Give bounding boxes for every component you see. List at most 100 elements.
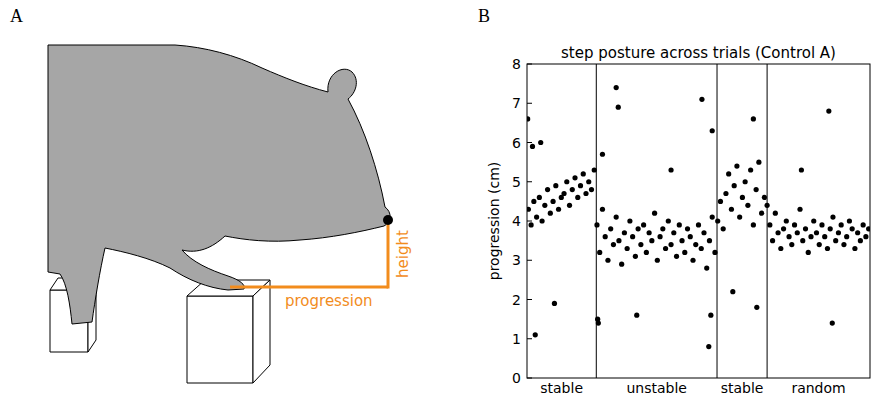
point (572, 175, 577, 180)
point (622, 230, 627, 235)
point (729, 207, 734, 212)
point (833, 238, 838, 243)
point (527, 207, 531, 212)
progression-line (230, 286, 388, 289)
point (553, 183, 558, 188)
point (721, 226, 726, 231)
point (847, 218, 852, 223)
point (781, 226, 786, 231)
point (567, 203, 572, 208)
point (754, 187, 759, 192)
point (538, 140, 543, 145)
chart-title: step posture across trials (Control A) (561, 44, 836, 62)
point (792, 222, 797, 227)
point (679, 238, 684, 243)
point (803, 226, 808, 231)
point (636, 226, 641, 231)
point (826, 109, 831, 114)
point (625, 246, 630, 251)
point (578, 183, 583, 188)
point (770, 238, 775, 243)
point (784, 218, 789, 223)
point (531, 199, 536, 204)
point (583, 191, 588, 196)
animal-silhouette (48, 45, 390, 324)
point (841, 242, 846, 247)
point (795, 230, 800, 235)
section-label: stable (721, 380, 764, 396)
point (552, 301, 557, 306)
point (619, 262, 624, 267)
y-tick (527, 181, 532, 182)
point (830, 214, 835, 219)
point (600, 207, 605, 212)
point (630, 234, 635, 239)
y-tick (527, 103, 532, 104)
point (836, 230, 841, 235)
point (690, 258, 695, 263)
point (710, 128, 715, 133)
point (706, 344, 711, 349)
point (866, 226, 870, 231)
point (778, 246, 783, 251)
point (533, 332, 538, 337)
y-tick-label: 3 (512, 252, 521, 268)
point (561, 191, 566, 196)
point (737, 214, 742, 219)
box (187, 296, 253, 383)
point (550, 199, 555, 204)
point (699, 246, 704, 251)
diagram (48, 45, 393, 383)
point (751, 116, 756, 121)
point (754, 305, 759, 310)
point (668, 242, 673, 247)
point (529, 222, 534, 227)
point (581, 171, 586, 176)
y-tick-label: 4 (512, 213, 521, 229)
point (693, 242, 698, 247)
point (830, 320, 835, 325)
point (730, 289, 735, 294)
points (527, 85, 870, 349)
point (575, 195, 580, 200)
point (765, 203, 770, 208)
point (589, 187, 594, 192)
y-tick-label: 6 (512, 135, 521, 151)
point (800, 238, 805, 243)
height-line (387, 220, 390, 289)
point (614, 214, 619, 219)
point (545, 187, 550, 192)
section-divider (767, 64, 768, 378)
point (647, 230, 652, 235)
point (732, 183, 737, 188)
point (677, 222, 682, 227)
point (701, 230, 706, 235)
point (789, 242, 794, 247)
point (688, 234, 693, 239)
point (539, 218, 544, 223)
point (603, 234, 608, 239)
point (844, 234, 849, 239)
point (666, 218, 671, 223)
point (616, 105, 621, 110)
point (861, 222, 866, 227)
y-tick-label: 1 (512, 331, 521, 347)
point (814, 230, 819, 235)
point (696, 222, 701, 227)
y-tick (527, 338, 532, 339)
point (594, 222, 599, 227)
point (708, 313, 713, 318)
height-label: height (394, 230, 412, 278)
point (850, 226, 855, 231)
point (542, 203, 547, 208)
point (614, 85, 619, 90)
point (806, 250, 811, 255)
panel-label: B (478, 6, 490, 26)
y-axis-title: progression (cm) (486, 162, 502, 280)
point (740, 195, 745, 200)
point (638, 242, 643, 247)
point (726, 171, 731, 176)
panel-label: A (10, 6, 23, 26)
point (600, 152, 605, 157)
y-tick-label: 8 (512, 56, 521, 72)
